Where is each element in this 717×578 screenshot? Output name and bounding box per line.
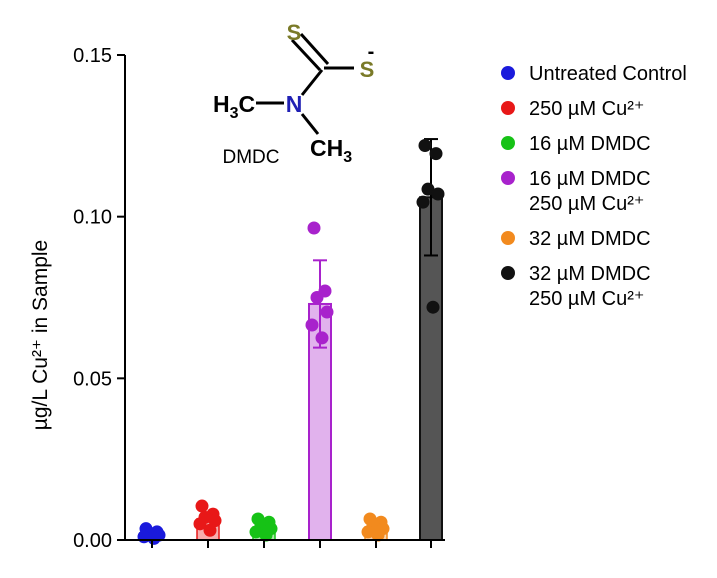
nitrogen-atom: N bbox=[286, 91, 303, 117]
legend-label: 16 µM DMDC bbox=[529, 168, 651, 190]
data-point bbox=[147, 531, 161, 545]
legend-item: 32 µM DMDC 250 µM Cu²⁺ bbox=[501, 263, 651, 310]
data-point bbox=[416, 195, 430, 209]
data-point bbox=[310, 291, 324, 304]
data-point bbox=[305, 318, 319, 332]
legend-label: 250 µM Cu²⁺ bbox=[529, 98, 644, 120]
legend-label: 250 µM Cu²⁺ bbox=[529, 193, 644, 215]
legend-label: 250 µM Cu²⁺ bbox=[529, 288, 644, 310]
bar-group bbox=[416, 138, 445, 541]
legend-label: 32 µM DMDC bbox=[529, 263, 651, 285]
legend-item: 16 µM DMDC 250 µM Cu²⁺ bbox=[501, 168, 651, 215]
data-point bbox=[361, 525, 375, 539]
y-tick-label: 0.10 bbox=[73, 207, 112, 229]
axes: µg/L Cu²⁺ in Sample 0.00 0.05 0.10 0.15 bbox=[29, 45, 445, 552]
data-point bbox=[203, 523, 217, 537]
sulfur-right-atom: S bbox=[360, 57, 375, 82]
bar-group bbox=[305, 221, 334, 542]
methyl-right: CH3 bbox=[310, 135, 352, 166]
legend-marker bbox=[501, 231, 515, 245]
legend-marker bbox=[501, 136, 515, 150]
legend-item: 32 µM DMDC bbox=[501, 228, 651, 250]
data-point bbox=[320, 305, 334, 319]
data-point bbox=[426, 300, 440, 314]
negative-charge: - bbox=[368, 41, 375, 63]
cn-bond bbox=[300, 69, 324, 96]
data-point bbox=[371, 528, 385, 542]
data-point bbox=[418, 139, 432, 153]
legend-marker bbox=[501, 171, 515, 185]
legend-marker bbox=[501, 66, 515, 80]
legend-marker bbox=[501, 266, 515, 280]
methyl-left: H3C bbox=[213, 91, 255, 122]
y-tick-label: 0.00 bbox=[73, 530, 112, 552]
legend-item: Untreated Control bbox=[501, 63, 687, 85]
cs-double-bond-1 bbox=[290, 38, 322, 72]
legend-item: 16 µM DMDC bbox=[501, 133, 651, 155]
y-axis-label: µg/L Cu²⁺ in Sample bbox=[29, 240, 52, 431]
data-point bbox=[249, 525, 263, 539]
y-tick-label: 0.05 bbox=[73, 368, 112, 390]
data-point bbox=[315, 331, 329, 345]
data-point bbox=[208, 514, 222, 528]
legend-label: Untreated Control bbox=[529, 63, 687, 85]
bar-group bbox=[193, 499, 222, 541]
y-tick-label: 0.15 bbox=[73, 45, 112, 67]
legend-item: 250 µM Cu²⁺ bbox=[501, 98, 644, 120]
legend-marker bbox=[501, 101, 515, 115]
structure-label: DMDC bbox=[223, 147, 280, 168]
data-point bbox=[195, 499, 209, 513]
data-point bbox=[431, 187, 445, 201]
bar-group bbox=[361, 512, 390, 542]
legend-label: 32 µM DMDC bbox=[529, 228, 651, 250]
cs-double-bond-2 bbox=[299, 32, 330, 66]
n-ch3-right-bond bbox=[300, 113, 320, 135]
data-point bbox=[193, 517, 207, 531]
data-point bbox=[421, 182, 435, 196]
plot-area bbox=[137, 138, 445, 545]
legend-label: 16 µM DMDC bbox=[529, 133, 651, 155]
dmdc-structure: S S - N H3C CH3 DMDC bbox=[213, 20, 374, 168]
data-point bbox=[307, 221, 321, 235]
bar-group bbox=[249, 512, 278, 542]
data-point bbox=[429, 147, 443, 161]
data-point bbox=[259, 528, 273, 542]
sulfur-top-atom: S bbox=[287, 20, 302, 45]
